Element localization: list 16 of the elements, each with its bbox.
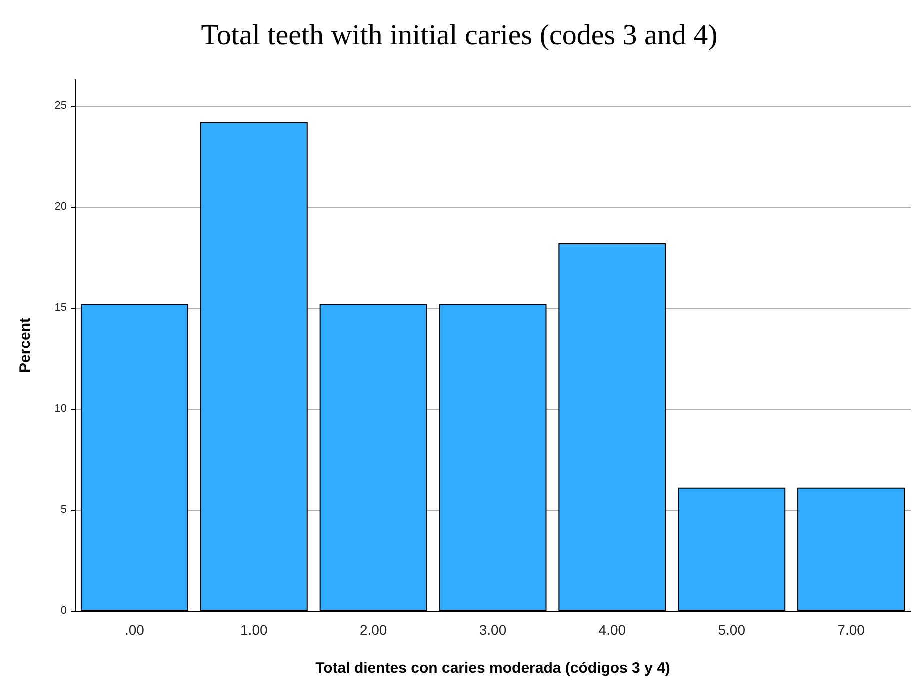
- y-axis-title: Percent: [17, 318, 34, 374]
- x-tick-label: 3.00: [479, 622, 507, 638]
- x-axis-title: Total dientes con caries moderada (códigos 3 y 4): [316, 660, 670, 677]
- x-tick-label: 5.00: [718, 622, 746, 638]
- x-tick-label: 4.00: [598, 622, 626, 638]
- x-tick-label: 7.00: [838, 622, 866, 638]
- y-tick-label: 20: [54, 201, 67, 214]
- y-tick-label: 25: [54, 100, 67, 112]
- x-tick-label: .00: [124, 622, 145, 638]
- chart-title: Total teeth with initial caries (codes 3 and 4): [201, 20, 718, 52]
- y-tick-label: 5: [60, 504, 67, 516]
- x-tick-label: 2.00: [360, 622, 388, 638]
- x-tick-label: 1.00: [240, 622, 268, 638]
- y-tick-label: 10: [54, 403, 67, 416]
- y-tick-label: 15: [54, 302, 67, 314]
- y-tick-label: 0: [60, 605, 67, 617]
